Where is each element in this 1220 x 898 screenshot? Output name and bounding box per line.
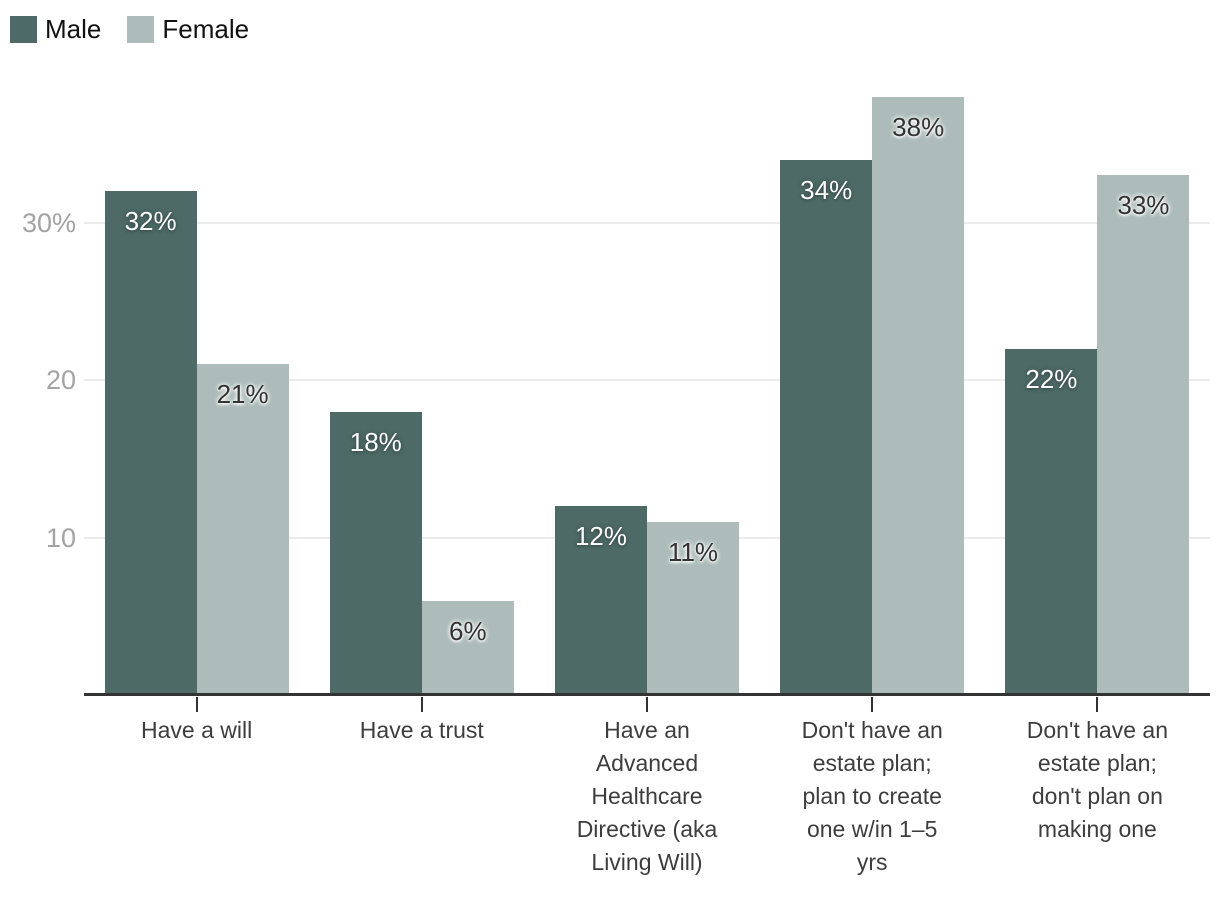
- gridline: [84, 221, 1210, 224]
- value-label-male-1: 18%: [349, 426, 402, 457]
- x-category-label: Have a will: [140, 717, 253, 743]
- x-category-label: don't plan on: [1031, 783, 1163, 809]
- x-category-label: estate plan;: [1037, 750, 1157, 776]
- x-category-label: Directive (aka: [576, 816, 718, 842]
- bar-female-1: [421, 600, 514, 695]
- x-category-label: Healthcare: [591, 783, 703, 809]
- x-category-label: Living Will): [591, 849, 703, 875]
- value-label-female-0: 21%: [216, 379, 269, 410]
- value-label-male-0: 32%: [124, 206, 177, 236]
- value-label-male-4: 22%: [1025, 363, 1078, 394]
- x-category-label: plan to create: [802, 783, 942, 809]
- legend-item-male: Male: [10, 16, 101, 43]
- x-category-label: estate plan;: [812, 750, 932, 776]
- gridline: [84, 379, 1210, 381]
- x-axis-line: [84, 693, 1210, 696]
- bar-male-3: [780, 159, 873, 695]
- y-axis-tick-label: 30%: [21, 207, 76, 238]
- x-category-label: one w/in 1–5: [806, 816, 938, 842]
- x-axis-tick: [420, 697, 423, 712]
- x-category-label: Don't have an: [801, 717, 943, 743]
- x-category-label: Have an: [604, 717, 690, 743]
- value-label-female-3: 38%: [892, 111, 945, 142]
- x-axis-tick: [195, 697, 198, 712]
- legend: Male Female: [10, 16, 249, 43]
- male-color-swatch: [10, 16, 37, 43]
- y-axis-tick-label: 20: [45, 365, 76, 395]
- x-category-label: Don't have an: [1026, 717, 1168, 743]
- bar-female-2: [647, 521, 739, 695]
- female-color-swatch: [127, 16, 155, 43]
- bar-male-0: [104, 191, 197, 695]
- value-label-male-3: 34%: [800, 174, 853, 205]
- bar-female-4: [1097, 175, 1190, 695]
- value-label-female-1: 6%: [449, 615, 487, 646]
- x-category-label: making one: [1037, 816, 1157, 842]
- x-category-label: yrs: [856, 849, 888, 875]
- legend-label-female: Female: [162, 14, 250, 44]
- value-label-female-4: 33%: [1117, 190, 1170, 221]
- x-axis-tick: [871, 697, 874, 712]
- bar-male-4: [1005, 348, 1098, 695]
- x-category-label: Have a trust: [359, 717, 484, 743]
- x-axis-tick: [1096, 697, 1099, 712]
- legend-label-male: Male: [45, 14, 102, 44]
- value-label-male-2: 12%: [574, 521, 628, 551]
- y-axis-tick-label: 10: [45, 522, 76, 553]
- bar-female-3: [872, 96, 965, 695]
- bar-female-0: [196, 364, 289, 695]
- bar-male-2: [555, 506, 647, 695]
- x-axis-tick: [646, 697, 648, 712]
- x-category-label: Advanced: [595, 750, 699, 776]
- bar-male-1: [329, 411, 422, 695]
- legend-item-female: Female: [127, 16, 249, 43]
- value-label-female-2: 11%: [667, 536, 719, 567]
